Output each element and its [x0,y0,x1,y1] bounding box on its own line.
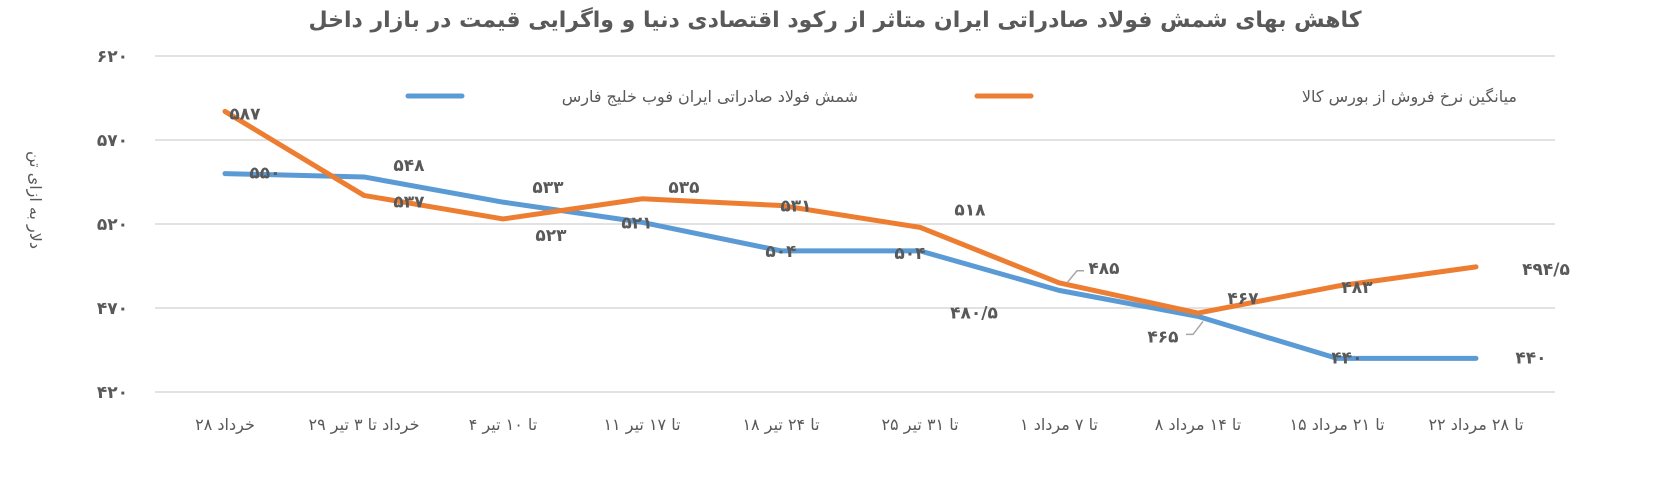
data-label: ۴۹۴/۵ [1522,260,1570,280]
y-tick-label: ۶۲۰ [97,47,128,67]
legend: شمش فولاد صادراتی ایران فوب خلیج فارس می… [408,87,1517,107]
data-label: ۵۳۷ [393,192,425,212]
data-label: ۴۴۰ [1515,348,1546,368]
y-axis-label: دلار به ازای تن [25,151,45,249]
y-tick-label: ۵۲۰ [97,215,128,235]
y-tick-label: ۴۷۰ [97,299,128,319]
data-label: ۵۸۷ [229,104,261,124]
leader-line [1186,321,1203,334]
x-tick-label: ۲۲ تا ۲۸ مرداد [1428,415,1523,435]
x-tick-label: ۲۸ خرداد [195,415,255,435]
data-label: ۵۲۱ [621,213,652,233]
data-label: ۵۲۳ [535,226,567,246]
data-label: ۵۳۳ [532,178,564,198]
leader-line [1067,271,1084,283]
data-label: ۵۰۴ [894,244,925,264]
data-label: ۵۳۵ [668,178,699,198]
x-tick-label: ۱ تا ۷ مرداد [1020,415,1098,435]
x-axis: ۲۸ خرداد ۲۹ خرداد تا ۳ تیر ۴ تا ۱۰ تیر ۱۱ ت… [195,415,1523,435]
data-label: ۴۸۵ [1088,259,1119,279]
series [225,111,1476,358]
x-tick-label: ۴ تا ۱۰ تیر [469,415,538,435]
data-label: ۴۸۳ [1341,278,1373,298]
legend-label-orange: میانگین نرخ فروش از بورس کالا [1302,87,1517,107]
chart-title: کاهش بهای شمش فولاد صادراتی ایران متاثر … [308,6,1361,33]
x-tick-label: ۱۱ تا ۱۷ تیر [603,415,680,435]
data-label: ۵۰۴ [765,242,796,262]
data-label: ۴۶۷ [1227,289,1259,309]
data-labels: ۵۵۰ ۵۴۸ ۵۳۳ ۵۲۱ ۵۰۴ ۵۰۴ ۴۸۰/۵ ۴۶۵ ۴۴۰ ۴۴۰ ۵۸۷ ۵۳۷ ۵۲… [229,104,1569,368]
y-tick-label: ۵۷۰ [97,131,128,151]
data-label: ۴۶۵ [1147,327,1178,347]
data-label: ۵۳۱ [780,197,811,217]
x-tick-label: ۱۵ تا ۲۱ مرداد [1289,415,1384,435]
data-label: ۴۴۰ [1331,348,1362,368]
legend-label-blue: شمش فولاد صادراتی ایران فوب خلیج فارس [562,87,858,107]
y-tick-label: ۴۲۰ [97,383,128,403]
data-label: ۴۸۰/۵ [950,303,998,323]
x-tick-label: ۸ تا ۱۴ مرداد [1155,415,1241,435]
x-tick-label: ۱۸ تا ۲۴ تیر [742,415,819,435]
x-tick-label: ۲۹ خرداد تا ۳ تیر [309,415,420,435]
data-label: ۵۵۰ [249,164,280,184]
data-label: ۵۴۸ [393,156,425,176]
x-tick-label: ۲۵ تا ۳۱ تیر [881,415,958,435]
data-label: ۵۱۸ [954,200,986,220]
